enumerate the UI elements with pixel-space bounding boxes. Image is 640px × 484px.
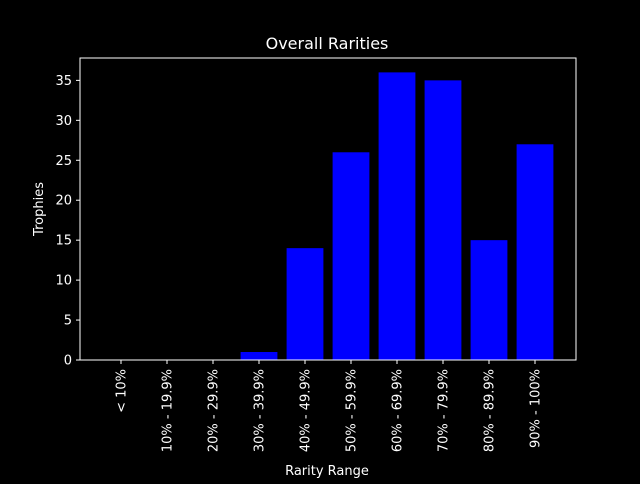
- bar-7: [378, 72, 416, 360]
- y-tick-label: 5: [64, 314, 72, 329]
- bars-layer: [240, 72, 554, 361]
- x-tick-label: 30% - 39.9%: [253, 369, 268, 452]
- x-tick-label: 50% - 59.9%: [345, 369, 360, 452]
- y-tick-label: 15: [55, 234, 72, 249]
- x-ticks-layer: < 10% 10% - 19.9% 20% - 29.9% 30% - 39.9% 40…: [115, 360, 544, 452]
- y-tick-label: 35: [55, 74, 72, 89]
- plot-frame: [79, 57, 577, 361]
- y-tick-label: 30: [55, 114, 72, 129]
- bar-9: [470, 240, 508, 360]
- y-tick-label: 25: [55, 154, 72, 169]
- x-tick-label: 10% - 19.9%: [161, 369, 176, 452]
- x-tick-label: 60% - 69.9%: [391, 369, 406, 452]
- y-ticks-layer: 0 5 10 15 20 25 30 35: [55, 74, 80, 369]
- bar-4: [240, 352, 278, 360]
- y-tick-label: 0: [64, 354, 72, 369]
- x-tick-label: 70% - 79.9%: [437, 369, 452, 452]
- x-tick-label: 90% - 100%: [529, 369, 544, 448]
- x-axis-label: Rarity Range: [285, 464, 369, 479]
- chart-title: Overall Rarities: [266, 34, 389, 53]
- bar-10: [516, 144, 554, 360]
- bar-5: [286, 248, 324, 360]
- x-tick-label: < 10%: [115, 369, 130, 413]
- x-tick-label: 80% - 89.9%: [483, 369, 498, 452]
- x-tick-label: 20% - 29.9%: [207, 369, 222, 452]
- y-tick-label: 20: [55, 194, 72, 209]
- y-tick-label: 10: [55, 274, 72, 289]
- bar-6: [332, 152, 370, 360]
- bar-8: [424, 80, 462, 361]
- x-tick-label: 40% - 49.9%: [299, 369, 314, 452]
- y-axis-label: Trophies: [32, 182, 47, 237]
